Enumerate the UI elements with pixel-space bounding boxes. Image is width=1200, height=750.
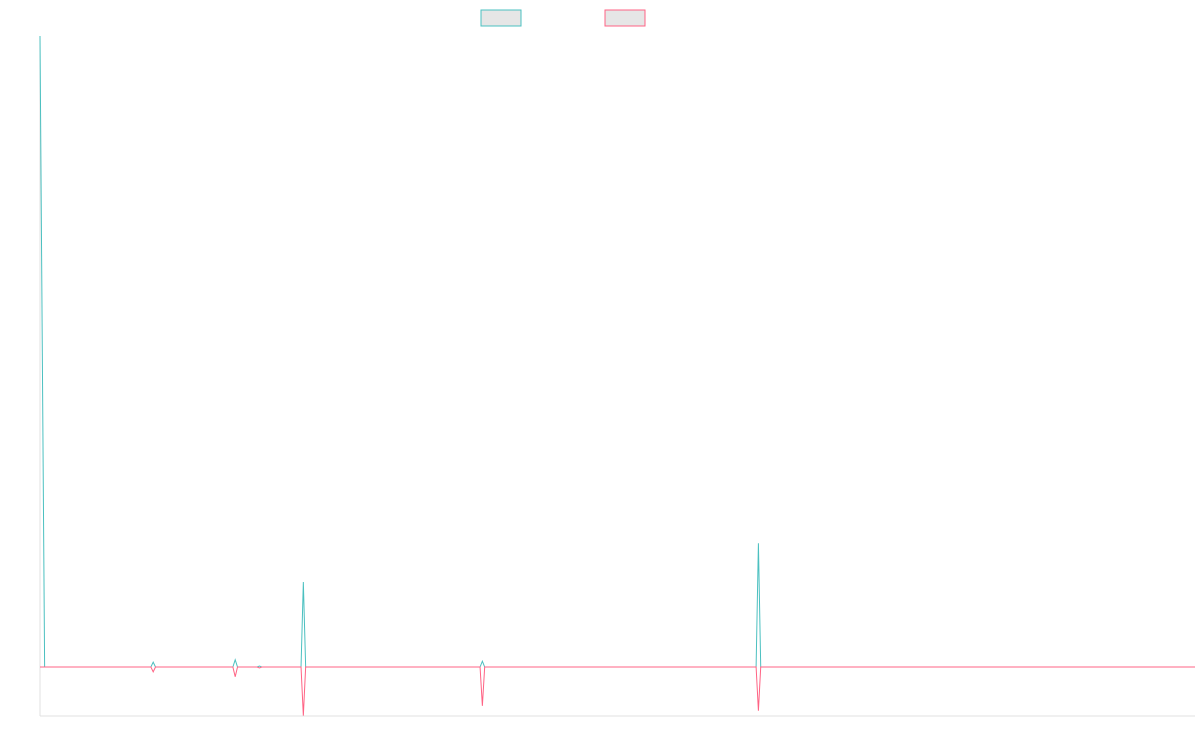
legend-swatch-1[interactable] — [480, 9, 522, 27]
legend-swatch-2[interactable] — [604, 9, 646, 27]
series-line-2 — [40, 666, 1195, 716]
series-layer — [39, 35, 1195, 716]
legend — [480, 9, 646, 27]
series-line-1 — [39, 35, 1195, 668]
